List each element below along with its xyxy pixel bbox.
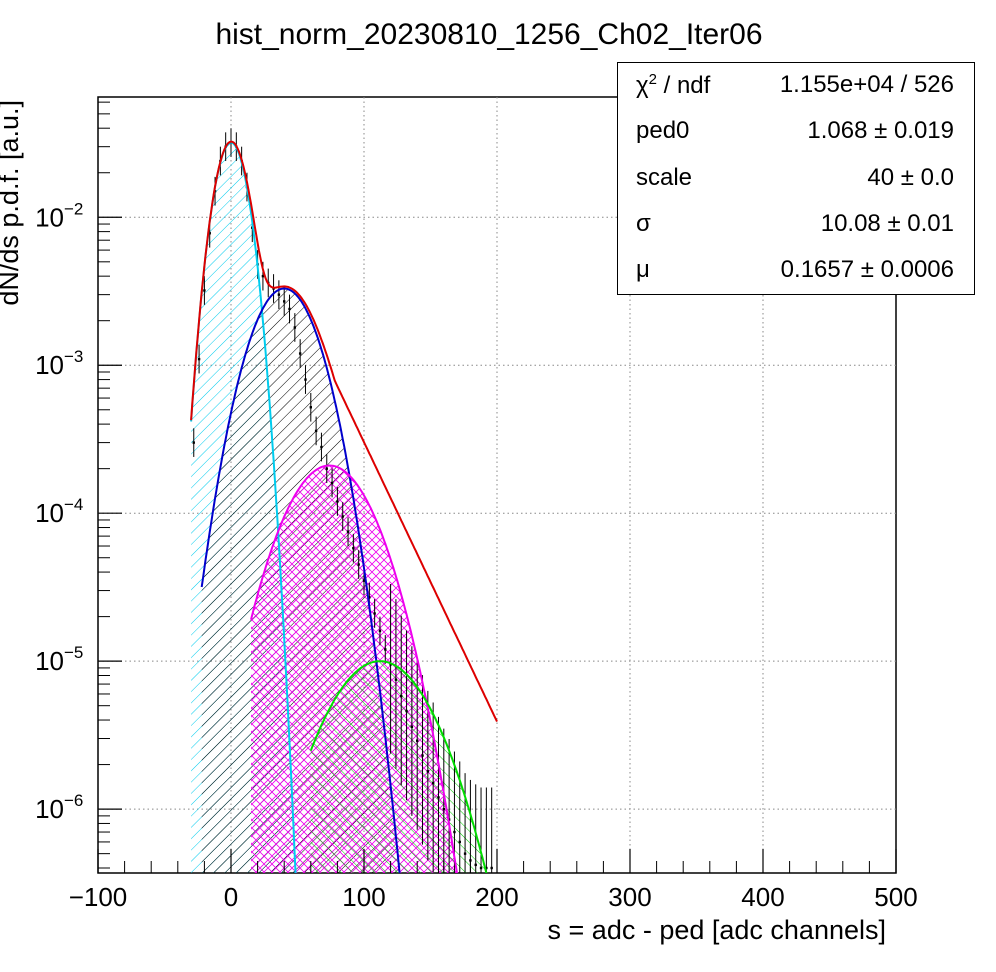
data-point (203, 289, 206, 292)
data-point (416, 739, 419, 742)
data-point (330, 481, 334, 485)
data-point (463, 852, 467, 855)
fit-stats-box: χ2 / ndf 1.155e+04 / 526 ped0 1.068 ± 0.… (617, 62, 975, 295)
stats-row-ped0: ped0 1.068 ± 0.019 (618, 109, 974, 155)
data-point (283, 300, 286, 303)
x-axis-ticks: −100 0 100 200 300 400 500 (69, 849, 918, 912)
data-point (378, 629, 382, 633)
data-point (458, 840, 461, 844)
data-point (421, 754, 424, 757)
data-point (298, 352, 302, 355)
data-point (192, 441, 195, 444)
stats-row-mu: μ 0.1657 ± 0.0006 (618, 248, 974, 294)
data-point (352, 546, 355, 550)
total-fit-curve (190, 140, 498, 723)
data-point (479, 866, 483, 870)
stats-label-sigma: σ (636, 210, 651, 237)
stats-value-ped0: 1.068 ± 0.019 (807, 117, 954, 144)
y-tick-exponent: −2 (64, 199, 83, 218)
stats-row-sigma: σ 10.08 ± 0.01 (618, 202, 974, 248)
x-axis-label: s = adc - ped [adc channels] (548, 915, 886, 945)
data-point (373, 612, 376, 615)
y-tick-label: 10 (35, 794, 64, 824)
data-point (288, 307, 291, 311)
component-fill-3 (310, 661, 504, 873)
data-point (208, 232, 211, 235)
data-point (400, 694, 403, 698)
stats-value-scale: 40 ± 0.0 (867, 164, 954, 191)
data-point (261, 274, 265, 278)
data-point (485, 866, 488, 870)
data-point (394, 678, 398, 681)
component-curve-1 (200, 287, 401, 873)
fit-curves (190, 140, 498, 873)
data-point (368, 596, 371, 599)
x-tick-label: 300 (608, 882, 651, 912)
data-point (197, 357, 201, 361)
data-point (346, 530, 350, 533)
stats-value-sigma: 10.08 ± 0.01 (820, 210, 954, 237)
component-curve-2 (250, 464, 458, 873)
x-tick-label: 400 (741, 882, 784, 912)
data-point (426, 770, 430, 773)
data-point (362, 579, 366, 582)
data-point (453, 830, 456, 834)
data-point (384, 648, 387, 651)
data-point (341, 515, 344, 518)
data-point (469, 859, 472, 862)
stats-value-chi2: 1.155e+04 / 526 (779, 71, 954, 98)
component-curve-3 (309, 660, 488, 873)
data-point (474, 863, 477, 867)
stats-row-chi2: χ2 / ndf 1.155e+04 / 526 (618, 63, 974, 109)
y-tick-exponent: −4 (64, 495, 83, 514)
chart-title: hist_norm_20230810_1256_Ch02_Iter06 (215, 18, 762, 51)
y-tick-label: 10 (35, 350, 64, 380)
data-point (277, 293, 281, 296)
data-point (320, 445, 323, 449)
y-tick-exponent: −3 (64, 347, 83, 366)
data-point (405, 709, 408, 713)
x-tick-label: 0 (224, 882, 238, 912)
data-point (431, 781, 435, 785)
y-tick-label: 10 (35, 498, 64, 528)
data-point (442, 807, 445, 811)
data-point (490, 866, 493, 870)
stats-label-mu: μ (636, 256, 650, 283)
y-tick-label: 10 (35, 646, 64, 676)
y-axis-ticks: 10−210−310−410−510−6 (35, 101, 122, 869)
data-point (314, 429, 318, 433)
stats-value-mu: 0.1657 ± 0.0006 (780, 256, 954, 283)
x-tick-label: 200 (475, 882, 518, 912)
y-tick-exponent: −6 (64, 791, 83, 810)
y-tick-exponent: −5 (64, 643, 83, 662)
data-point (293, 326, 297, 329)
x-tick-label: 500 (874, 882, 917, 912)
stats-label-scale: scale (636, 164, 693, 191)
stats-label-ped0: ped0 (636, 117, 690, 144)
x-tick-label: 100 (342, 882, 385, 912)
stats-row-scale: scale 40 ± 0.0 (618, 156, 974, 202)
data-point (304, 378, 307, 381)
stats-label-chi2: χ2 / ndf (636, 71, 711, 99)
y-axis-label: dN/ds p.d.f. [a.u.] (0, 100, 24, 306)
data-point (410, 725, 414, 729)
data-point (325, 467, 328, 470)
data-point (437, 796, 440, 799)
data-points (192, 128, 493, 873)
y-tick-label: 10 (35, 202, 64, 232)
x-tick-label: −100 (69, 882, 128, 912)
data-point (336, 500, 339, 503)
data-point (357, 563, 360, 566)
data-point (309, 406, 312, 409)
data-point (389, 663, 392, 666)
component-fills (191, 142, 504, 873)
